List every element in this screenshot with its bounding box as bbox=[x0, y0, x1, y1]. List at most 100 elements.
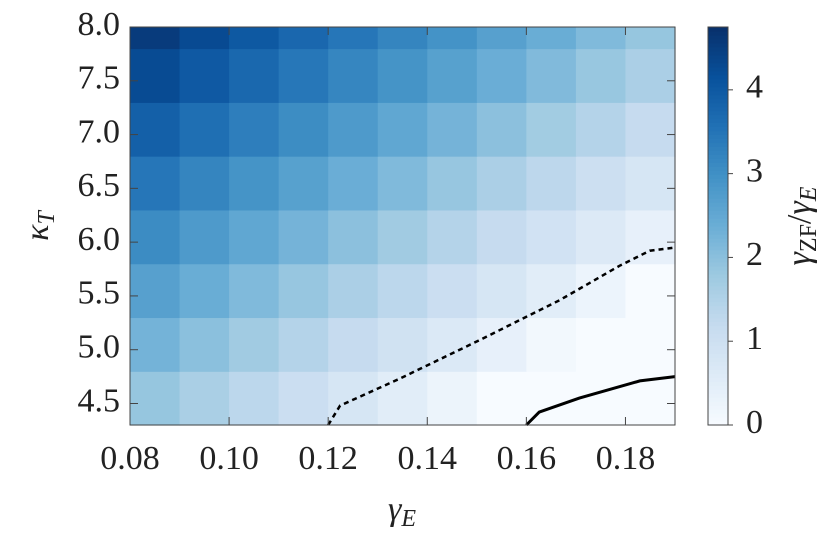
colorbar-step bbox=[708, 389, 728, 394]
colorbar-step bbox=[708, 178, 728, 183]
colorbar-step bbox=[708, 222, 728, 227]
colorbar-step bbox=[708, 341, 728, 346]
colorbar-step bbox=[708, 305, 728, 311]
x-axis-label: γE bbox=[388, 491, 416, 532]
heat-cell bbox=[229, 209, 280, 265]
heat-cell bbox=[229, 156, 280, 211]
heat-cell bbox=[377, 371, 428, 426]
colorbar-step bbox=[708, 373, 728, 378]
colorbar-step bbox=[708, 329, 728, 335]
colorbar-tick-label: 3 bbox=[746, 152, 763, 189]
heat-cell bbox=[526, 156, 577, 211]
heat-cell bbox=[427, 156, 478, 211]
y-tick-label: 4.5 bbox=[78, 382, 121, 419]
colorbar-step bbox=[708, 142, 728, 147]
colorbar-step bbox=[708, 405, 728, 410]
colorbar-step bbox=[708, 365, 728, 370]
heat-cell bbox=[377, 48, 428, 103]
heat-cell bbox=[476, 371, 527, 426]
heat-cell bbox=[328, 263, 379, 319]
colorbar-step bbox=[708, 257, 728, 263]
colorbar-step bbox=[708, 245, 728, 251]
heat-cell bbox=[179, 48, 230, 103]
colorbar-step bbox=[708, 393, 728, 398]
heat-cell bbox=[526, 102, 577, 157]
heat-cell bbox=[575, 263, 627, 319]
heat-cell bbox=[526, 263, 577, 319]
colorbar-step bbox=[708, 58, 728, 64]
heat-cell bbox=[229, 317, 280, 372]
heat-cell bbox=[526, 317, 577, 372]
colorbar-tick-label: 4 bbox=[746, 69, 763, 106]
colorbar-step bbox=[708, 50, 728, 56]
colorbar-step bbox=[708, 90, 728, 96]
colorbar-step bbox=[708, 98, 728, 104]
heat-cell bbox=[377, 102, 428, 157]
heat-cell bbox=[575, 27, 627, 50]
colorbar-step bbox=[708, 54, 728, 60]
colorbar-step bbox=[708, 369, 728, 374]
colorbar-step bbox=[708, 86, 728, 92]
colorbar-step bbox=[708, 62, 728, 68]
heat-cell bbox=[278, 209, 329, 265]
clabel-part: E bbox=[796, 186, 822, 202]
colorbar-step bbox=[708, 114, 728, 120]
heat-cell bbox=[526, 48, 577, 103]
heat-cell bbox=[130, 27, 181, 50]
colorbar-step bbox=[708, 421, 728, 426]
colorbar-step bbox=[708, 357, 728, 362]
heat-cell bbox=[328, 102, 379, 157]
x-tick-label: 0.14 bbox=[398, 440, 458, 477]
heat-cell bbox=[130, 263, 181, 319]
colorbar-step bbox=[708, 74, 728, 80]
colorbar-step bbox=[708, 293, 728, 299]
colorbar-step bbox=[708, 166, 728, 171]
colorbar-step bbox=[708, 66, 728, 72]
colorbar-step bbox=[708, 269, 728, 275]
heat-cell bbox=[278, 102, 329, 157]
colorbar-step bbox=[708, 413, 728, 418]
heat-cell bbox=[377, 209, 428, 265]
heat-cell bbox=[229, 371, 280, 426]
heat-cell bbox=[377, 27, 428, 50]
plot-area bbox=[130, 27, 676, 427]
colorbar-step bbox=[708, 126, 728, 132]
colorbar-step bbox=[708, 237, 728, 243]
colorbar-step bbox=[708, 38, 728, 44]
colorbar-step bbox=[708, 46, 728, 52]
colorbar-step bbox=[708, 138, 728, 144]
heat-cell bbox=[179, 263, 230, 319]
heat-cell bbox=[476, 156, 527, 211]
heat-cell bbox=[229, 263, 280, 319]
heat-cell bbox=[377, 317, 428, 372]
y-tick-label: 6.5 bbox=[78, 167, 121, 204]
colorbar-step bbox=[708, 249, 728, 255]
colorbar-step bbox=[708, 229, 728, 235]
heat-cell bbox=[179, 371, 230, 426]
heat-cell bbox=[278, 371, 329, 426]
colorbar-step bbox=[708, 281, 728, 287]
y-tick-label: 8.0 bbox=[78, 6, 121, 43]
x-label-main: γ bbox=[388, 491, 403, 528]
x-tick-label: 0.08 bbox=[100, 440, 160, 477]
colorbar-step bbox=[708, 265, 728, 271]
heat-cell bbox=[427, 102, 478, 157]
colorbar-step bbox=[708, 361, 728, 366]
colorbar-step bbox=[708, 397, 728, 402]
heat-cell bbox=[229, 102, 280, 157]
heat-cell bbox=[427, 263, 478, 319]
heat-cell bbox=[575, 48, 627, 103]
colorbar-step bbox=[708, 313, 728, 319]
colorbar-step bbox=[708, 30, 728, 36]
plot-frame bbox=[129, 26, 676, 426]
colorbar-step bbox=[708, 241, 728, 247]
colorbar-step bbox=[708, 134, 728, 140]
y-tick-label: 5.5 bbox=[78, 275, 121, 312]
heat-cell bbox=[427, 48, 478, 103]
y-label-main: κ bbox=[19, 224, 56, 241]
colorbar-step bbox=[708, 170, 728, 175]
contour-line bbox=[525, 375, 676, 427]
heat-cell bbox=[625, 209, 676, 265]
colorbar-step bbox=[708, 317, 728, 323]
heat-cell bbox=[476, 27, 527, 50]
